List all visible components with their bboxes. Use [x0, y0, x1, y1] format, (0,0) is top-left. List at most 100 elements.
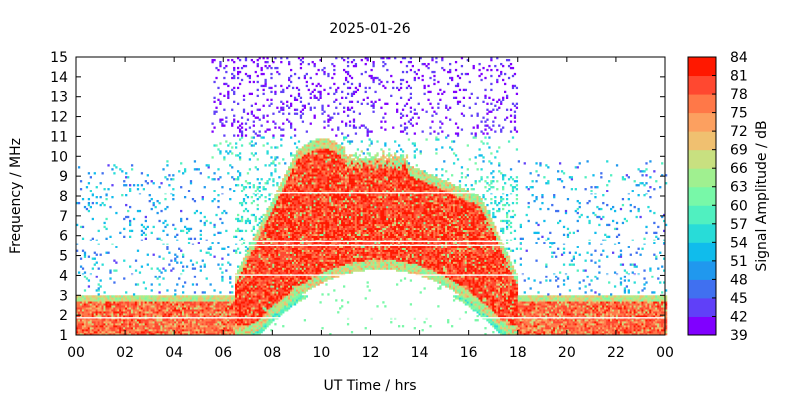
- heatmap-cell: [160, 295, 163, 298]
- heatmap-cell: [142, 319, 146, 322]
- heatmap-cell: [280, 289, 283, 292]
- heatmap-cell: [303, 144, 307, 147]
- heatmap-cell: [211, 130, 214, 133]
- heatmap-cell: [288, 303, 291, 306]
- heatmap-cell: [103, 319, 106, 322]
- heatmap-cell: [240, 315, 244, 318]
- heatmap-cell: [305, 225, 308, 229]
- heatmap-cell: [207, 301, 210, 304]
- heatmap-cell: [250, 271, 253, 274]
- heatmap-cell: [215, 313, 218, 316]
- heatmap-cell: [305, 213, 308, 217]
- heatmap-cell: [276, 301, 279, 304]
- heatmap-cell: [170, 315, 173, 318]
- heatmap-cell: [187, 305, 191, 308]
- heatmap-cell: [99, 196, 102, 199]
- heatmap-cell: [303, 209, 307, 213]
- heatmap-cell: [242, 110, 246, 113]
- heatmap-cell: [268, 217, 271, 221]
- heatmap-cell: [258, 275, 261, 278]
- heatmap-cell: [246, 182, 250, 185]
- heatmap-cell: [244, 57, 248, 60]
- heatmap-cell: [311, 207, 314, 211]
- heatmap-cell: [185, 319, 189, 322]
- heatmap-cell: [132, 295, 136, 298]
- heatmap-cell: [307, 215, 310, 219]
- heatmap-cell: [130, 331, 134, 334]
- heatmap-cell: [297, 148, 301, 151]
- heatmap-cell: [223, 303, 226, 306]
- heatmap-cell: [274, 255, 277, 258]
- heatmap-cell: [311, 168, 314, 171]
- heatmap-cell: [262, 321, 265, 324]
- heatmap-cell: [274, 269, 277, 272]
- heatmap-cell: [297, 182, 301, 185]
- heatmap-cell: [217, 325, 220, 328]
- heatmap-cell: [297, 293, 301, 296]
- heatmap-cell: [189, 297, 193, 300]
- heatmap-cell: [305, 197, 308, 201]
- heatmap-cell: [278, 162, 281, 165]
- heatmap-cell: [280, 205, 283, 209]
- heatmap-cell: [286, 188, 289, 191]
- heatmap-cell: [250, 112, 253, 115]
- heatmap-cell: [91, 319, 94, 322]
- heatmap-cell: [225, 295, 228, 298]
- heatmap-cell: [290, 205, 293, 209]
- heatmap-cell: [311, 235, 314, 238]
- heatmap-cell: [295, 201, 299, 205]
- heatmap-cell: [236, 86, 240, 90]
- heatmap-cell: [250, 144, 253, 147]
- heatmap-cell: [295, 257, 299, 260]
- heatmap-cell: [274, 293, 277, 296]
- heatmap-cell: [166, 289, 169, 292]
- heatmap-cell: [111, 319, 114, 322]
- heatmap-cell: [256, 233, 259, 237]
- heatmap-cell: [288, 168, 291, 171]
- heatmap-cell: [138, 313, 142, 316]
- heatmap-cell: [282, 307, 285, 310]
- heatmap-cell: [290, 269, 293, 272]
- heatmap-cell: [305, 188, 308, 191]
- heatmap-cell: [205, 333, 208, 336]
- heatmap-cell: [311, 178, 314, 181]
- heatmap-cell: [211, 301, 214, 304]
- heatmap-cell: [180, 307, 183, 310]
- heatmap-cell: [274, 309, 277, 312]
- heatmap-cell: [250, 58, 253, 62]
- heatmap-cell: [252, 225, 255, 229]
- heatmap-cell: [211, 313, 214, 316]
- heatmap-cell: [299, 245, 303, 248]
- heatmap-cell: [134, 259, 138, 262]
- heatmap-cell: [233, 90, 236, 94]
- heatmap-cell: [268, 309, 271, 312]
- heatmap-cell: [309, 251, 312, 254]
- heatmap-cell: [254, 295, 257, 298]
- heatmap-cell: [236, 154, 240, 157]
- heatmap-cell: [195, 303, 199, 306]
- heatmap-cell: [238, 295, 242, 298]
- heatmap-cell: [144, 329, 147, 332]
- heatmap-cell: [307, 265, 310, 268]
- heatmap-cell: [113, 321, 116, 324]
- heatmap-cell: [299, 287, 303, 290]
- heatmap-cell: [305, 156, 308, 159]
- heatmap-cell: [178, 305, 181, 308]
- heatmap-cell: [174, 329, 177, 332]
- heatmap-cell: [225, 313, 228, 316]
- heatmap-cell: [211, 241, 214, 244]
- heatmap-cell: [178, 329, 181, 332]
- heatmap-cell: [182, 253, 185, 256]
- heatmap-cell: [148, 333, 151, 336]
- heatmap-cell: [303, 245, 307, 248]
- heatmap-cell: [119, 299, 122, 302]
- heatmap-cell: [199, 172, 202, 175]
- heatmap-cell: [229, 291, 232, 294]
- heatmap-cell: [246, 331, 250, 334]
- heatmap-cell: [280, 305, 283, 308]
- heatmap-cell: [242, 283, 246, 286]
- heatmap-cell: [91, 309, 94, 312]
- heatmap-cell: [217, 305, 220, 308]
- heatmap-cell: [227, 144, 230, 147]
- heatmap-cell: [233, 235, 236, 238]
